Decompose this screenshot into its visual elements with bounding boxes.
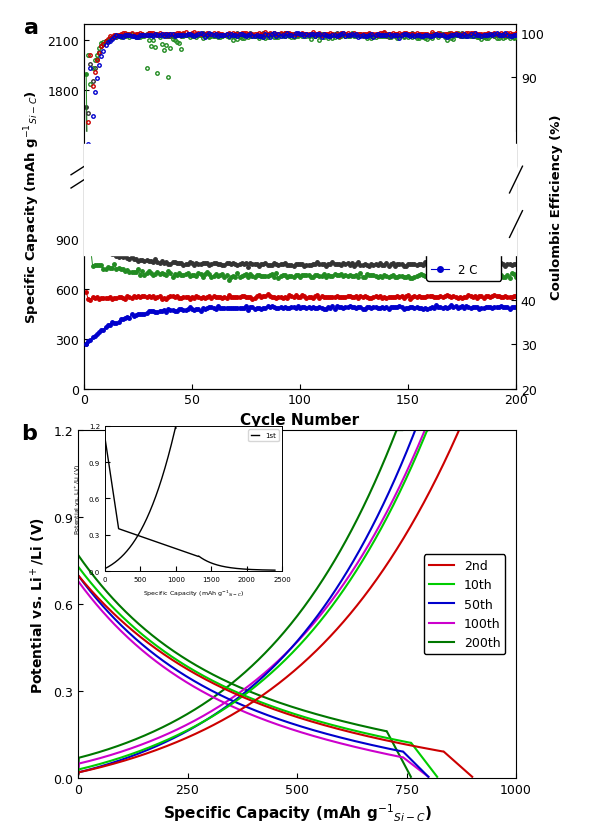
Legend: 1/10 C, 1/3 C, 1 C, 2 C: 1/10 C, 1/3 C, 1 C, 2 C (427, 202, 502, 282)
Y-axis label: Coulombic Efficiency (%): Coulombic Efficiency (%) (550, 114, 563, 300)
Text: a: a (23, 17, 38, 37)
Text: b: b (21, 424, 37, 444)
X-axis label: Specific Capacity (mAh g$^{-1}$$_{Si-C}$): Specific Capacity (mAh g$^{-1}$$_{Si-C}$… (163, 802, 431, 823)
Y-axis label: Potential vs. Li$^+$/Li (V): Potential vs. Li$^+$/Li (V) (28, 516, 47, 693)
Legend: 1st: 1st (248, 430, 278, 441)
Legend: 2nd, 10th, 50th, 100th, 200th: 2nd, 10th, 50th, 100th, 200th (424, 555, 505, 654)
Y-axis label: Potential vs. Li$^+$/Li (V): Potential vs. Li$^+$/Li (V) (73, 464, 83, 534)
Y-axis label: Specific Capacity (mAh g$^{-1}$$_{Si-C}$): Specific Capacity (mAh g$^{-1}$$_{Si-C}$… (22, 90, 42, 324)
X-axis label: Cycle Number: Cycle Number (241, 412, 359, 427)
X-axis label: Specific Capacity (mAh g$^{-1}$$_{Si-C}$): Specific Capacity (mAh g$^{-1}$$_{Si-C}$… (143, 588, 244, 598)
